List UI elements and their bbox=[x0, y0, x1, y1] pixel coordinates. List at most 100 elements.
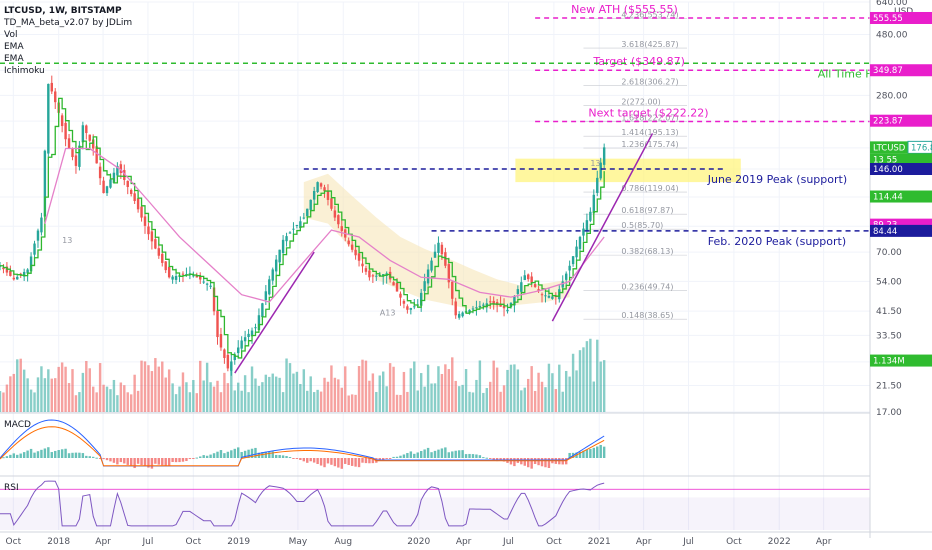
volume-bar-158 bbox=[544, 387, 547, 412]
volume-bar-26 bbox=[88, 368, 91, 412]
macd-hist-12 bbox=[40, 449, 43, 458]
macd-hist-148 bbox=[509, 458, 513, 465]
macd-hist-44 bbox=[150, 458, 154, 469]
macd-hist-173 bbox=[596, 446, 599, 458]
macd-hist-45 bbox=[154, 458, 157, 464]
price-tag-bg-9 bbox=[870, 224, 932, 237]
volume-bar-53 bbox=[181, 372, 185, 412]
volume-bar-50 bbox=[171, 383, 174, 412]
price-tick-6: 70.00 bbox=[876, 248, 902, 258]
candle-body-88 bbox=[302, 217, 306, 219]
volume-bar-90 bbox=[309, 376, 312, 412]
time-tick-12: 2021 bbox=[588, 537, 611, 547]
macd-hist-133 bbox=[457, 450, 461, 458]
macd-hist-15 bbox=[50, 452, 53, 458]
candle-body-70 bbox=[240, 340, 243, 349]
volume-bar-15 bbox=[50, 378, 53, 412]
candle-body-36 bbox=[123, 170, 126, 180]
volume-bar-121 bbox=[416, 390, 419, 412]
volume-bar-106 bbox=[364, 360, 368, 412]
candle-body-78 bbox=[268, 279, 271, 295]
price-tag-label-5: 13 55 bbox=[873, 155, 897, 165]
price-pane[interactable]: 4.236(553.74) 3.618(425.87) 2.618(306.27) 2… bbox=[0, 1, 891, 530]
macd-hist-71 bbox=[243, 450, 247, 458]
macd-hist-113 bbox=[388, 458, 392, 459]
volume-bar-152 bbox=[523, 387, 526, 412]
volume-bar-16 bbox=[54, 378, 57, 412]
macd-hist-124 bbox=[426, 447, 430, 458]
macd-hist-22 bbox=[74, 452, 78, 458]
macd-hist-129 bbox=[444, 447, 447, 458]
volume-bar-37 bbox=[126, 392, 129, 412]
macd-hist-80 bbox=[274, 454, 278, 458]
volume-bar-173 bbox=[596, 339, 599, 412]
symbol-title[interactable]: LTCUSD, 1W, BITSTAMP bbox=[4, 6, 122, 16]
macd-hist-96 bbox=[330, 458, 333, 465]
price-tag-6: 146.00 bbox=[870, 163, 932, 176]
macd-hist-163 bbox=[561, 458, 564, 465]
candle-body-117 bbox=[402, 300, 406, 304]
volume-bar-149 bbox=[513, 364, 516, 412]
volume-bar-25 bbox=[85, 360, 88, 412]
macd-hist-165 bbox=[568, 452, 571, 458]
macd-hist-79 bbox=[271, 451, 274, 458]
candle-body-40 bbox=[136, 198, 140, 210]
trendline-2020 bbox=[551, 133, 654, 322]
candle-body-23 bbox=[78, 145, 81, 167]
macd-hist-14 bbox=[47, 447, 50, 458]
macd-hist-145 bbox=[499, 458, 502, 461]
indicator-ema-1[interactable]: EMA bbox=[4, 42, 24, 52]
macd-hist-95 bbox=[326, 458, 330, 464]
volume-bar-160 bbox=[551, 373, 554, 412]
macd-hist-64 bbox=[219, 450, 223, 458]
volume-bar-100 bbox=[344, 366, 347, 412]
candle-body-134 bbox=[461, 312, 464, 317]
macd-hist-85 bbox=[292, 458, 295, 459]
candle-body-140 bbox=[482, 304, 485, 306]
candle-body-59 bbox=[202, 281, 205, 283]
hline-label-2: Next target ($222.22) bbox=[588, 107, 708, 120]
macd-label[interactable]: MACD bbox=[4, 420, 31, 430]
indicator-ichimoku[interactable]: Ichimoku bbox=[4, 66, 45, 76]
volume-bar-122 bbox=[419, 373, 423, 412]
indicator-ema-2[interactable]: EMA bbox=[4, 54, 24, 64]
volume-bar-45 bbox=[154, 358, 157, 412]
candle-body-43 bbox=[147, 226, 150, 235]
indicator-td-ma[interactable]: TD_MA_beta_v2.07 by JDLim bbox=[4, 18, 133, 28]
candle-body-45 bbox=[154, 239, 157, 249]
macd-hist-58 bbox=[199, 456, 202, 458]
macd-hist-102 bbox=[350, 458, 354, 466]
rsi-label[interactable]: RSI bbox=[4, 483, 19, 493]
volume-bar-129 bbox=[444, 364, 447, 412]
macd-hist-69 bbox=[237, 447, 240, 458]
price-tag-10: 1.134M bbox=[870, 354, 932, 367]
macd-hist-119 bbox=[409, 451, 413, 458]
candle-body-87 bbox=[299, 221, 302, 228]
macd-hist-168 bbox=[578, 451, 582, 458]
price-tag-9: 84.44 bbox=[870, 224, 932, 237]
indicator-vol[interactable]: Vol bbox=[4, 30, 18, 40]
volume-bar-33 bbox=[112, 379, 116, 412]
candle-body-11 bbox=[36, 230, 40, 241]
volume-bar-153 bbox=[527, 378, 530, 412]
macd-hist-50 bbox=[171, 458, 174, 462]
candle-body-120 bbox=[413, 306, 416, 308]
volume-bar-108 bbox=[371, 373, 375, 412]
candle-body-153 bbox=[527, 274, 530, 280]
macd-hist-130 bbox=[447, 452, 451, 458]
volume-bar-98 bbox=[337, 379, 340, 412]
macd-hist-73 bbox=[250, 448, 254, 458]
volume-bar-131 bbox=[451, 357, 454, 412]
macd-hist-16 bbox=[54, 450, 57, 458]
candle-body-67 bbox=[230, 361, 233, 371]
candle-body-57 bbox=[195, 275, 198, 278]
candle-body-10 bbox=[33, 243, 36, 255]
volume-bar-57 bbox=[195, 393, 198, 412]
volume-bar-148 bbox=[509, 364, 513, 412]
candle-body-149 bbox=[513, 295, 516, 306]
macd-hist-141 bbox=[485, 457, 488, 459]
price-tag-7: 114.44 bbox=[870, 190, 932, 203]
candle-body-4 bbox=[12, 277, 16, 280]
candle-body-159 bbox=[547, 295, 551, 298]
